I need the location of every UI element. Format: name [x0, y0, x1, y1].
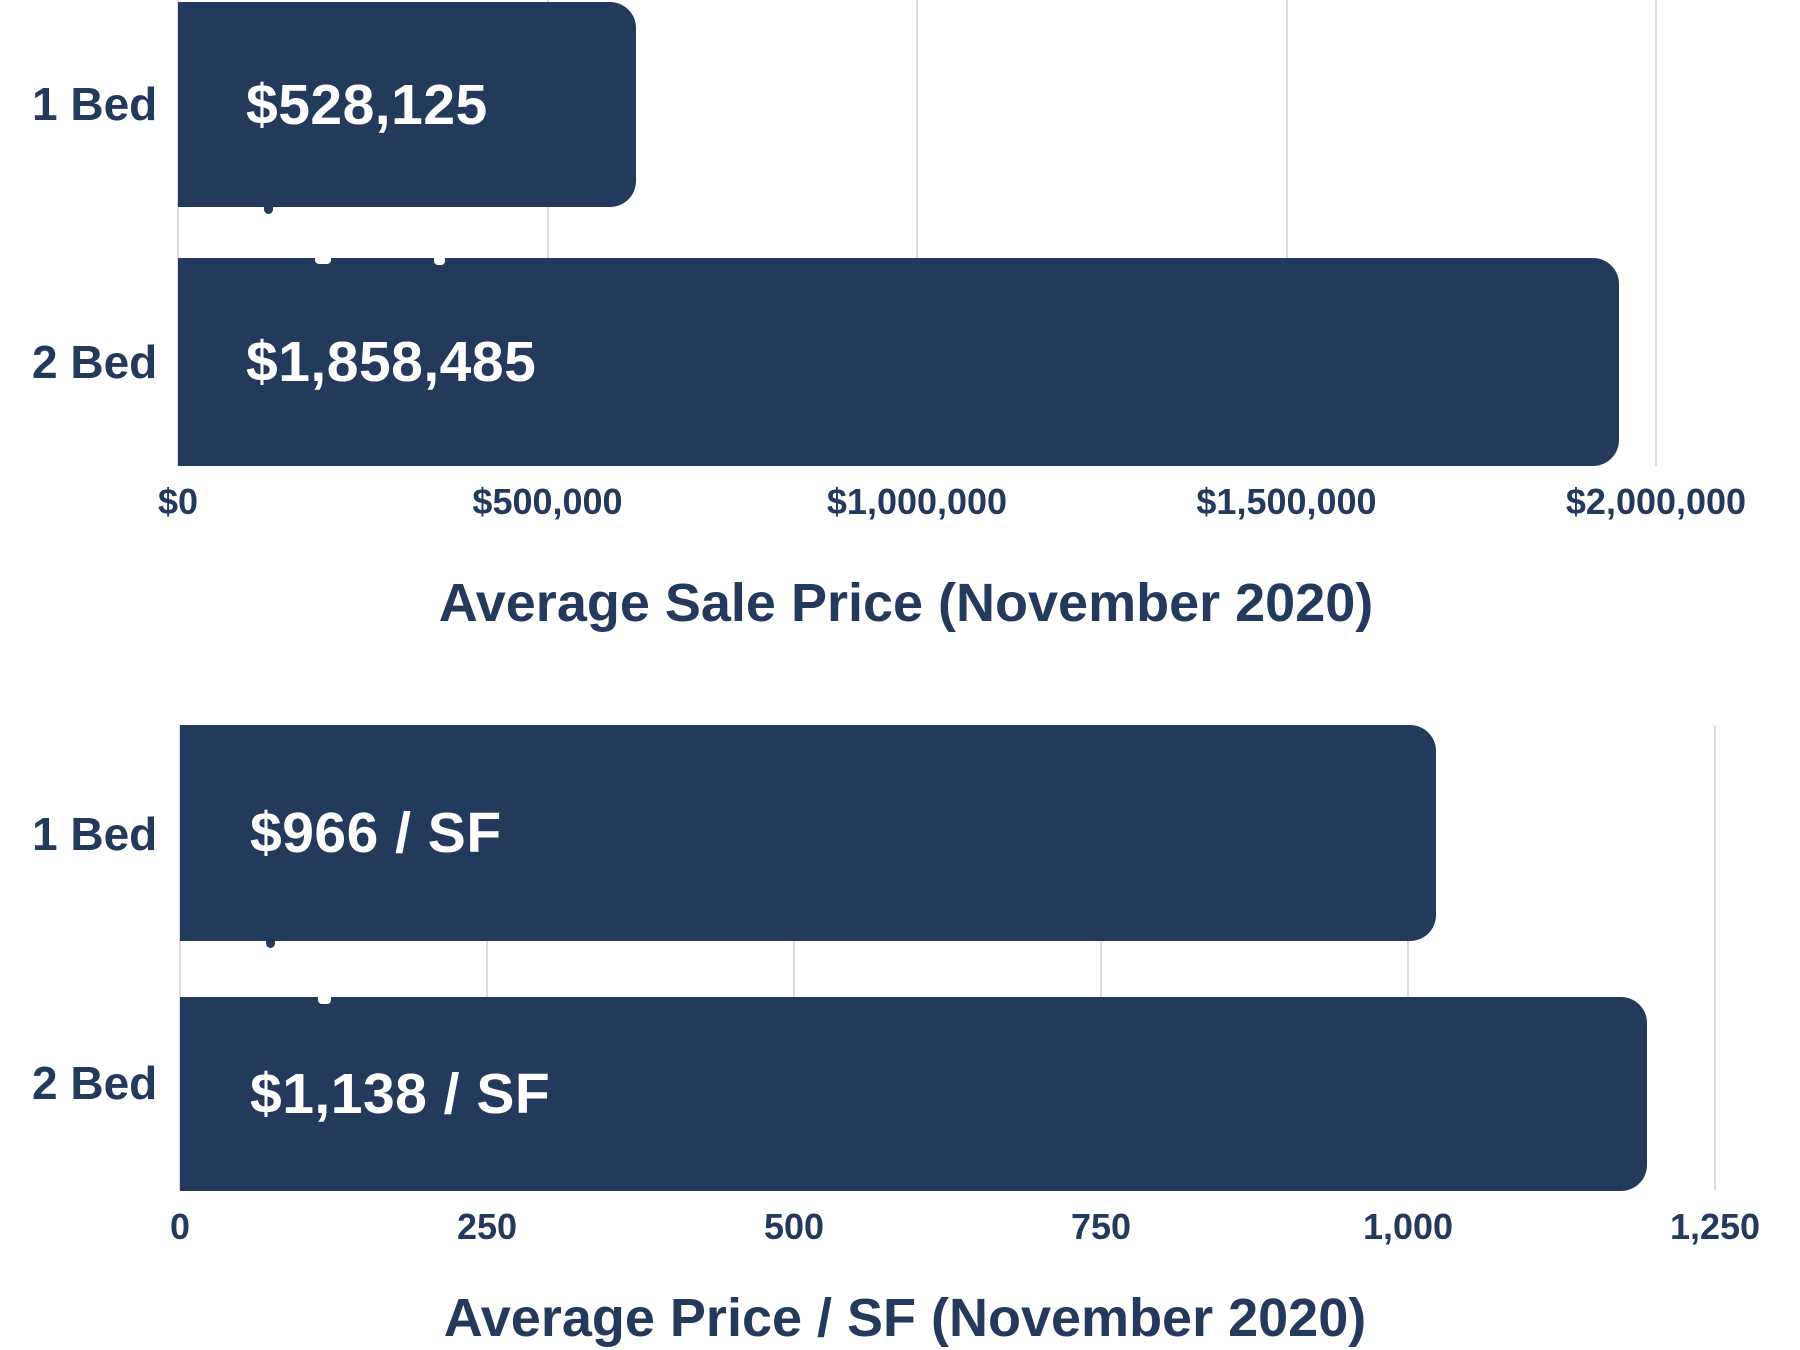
gridline: [546, 0, 549, 466]
bar-2bed-sale-price: $1,858,485: [178, 258, 1620, 466]
x-tick-label: $0: [157, 481, 199, 522]
category-label-1bed: 1 Bed: [32, 78, 158, 130]
artifact-white-notch: [315, 258, 331, 264]
artifact-dark-nub: [264, 206, 273, 214]
x-tick-label: 750: [1070, 1206, 1132, 1247]
gridline: [793, 725, 795, 1191]
bar-1bed-price-sf: $966 / SF: [180, 725, 1437, 941]
x-tick-label: 500: [763, 1206, 825, 1247]
bar-1bed-sale-price: $528,125: [178, 2, 637, 207]
gridline: [1407, 725, 1409, 1191]
artifact-white-notch: [318, 996, 331, 1004]
gridline: [1655, 0, 1657, 466]
x-tick-label: $2,000,000: [1565, 481, 1747, 522]
x-tick-label: $1,000,000: [826, 481, 1008, 522]
bar-value-label: $528,125: [246, 72, 488, 137]
category-label-1bed: 1 Bed: [32, 808, 158, 860]
x-tick-label: 1,000: [1362, 1206, 1454, 1247]
artifact-white-notch: [434, 258, 445, 265]
gridline: [1285, 0, 1288, 466]
gridline: [916, 0, 918, 466]
x-tick-label: $500,000: [472, 481, 623, 522]
x-tick-label: 250: [456, 1206, 518, 1247]
gridline: [1714, 725, 1716, 1191]
x-tick-label: 1,250: [1669, 1206, 1761, 1247]
bar-value-label: $966 / SF: [250, 801, 502, 865]
chart-title: Average Price / SF (November 2020): [443, 1288, 1367, 1348]
category-label-2bed: 2 Bed: [32, 1057, 158, 1109]
x-tick-label: $1,500,000: [1196, 481, 1377, 522]
chart-title: Average Sale Price (November 2020): [438, 573, 1374, 633]
gridline: [179, 725, 181, 1191]
category-label-2bed: 2 Bed: [32, 336, 158, 388]
bar-value-label: $1,138 / SF: [250, 1062, 551, 1126]
bar-value-label: $1,858,485: [246, 330, 537, 394]
gridline: [177, 0, 179, 466]
artifact-dark-nub: [266, 940, 275, 948]
x-tick-label: 0: [169, 1206, 191, 1247]
gridline: [486, 725, 488, 1191]
gridline: [1100, 725, 1102, 1191]
bar-2bed-price-sf: $1,138 / SF: [180, 997, 1648, 1191]
